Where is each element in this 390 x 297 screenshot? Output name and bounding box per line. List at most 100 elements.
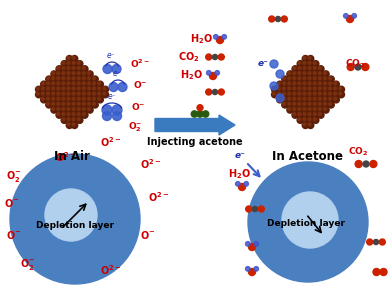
Text: $\mathregular{O^{-}}$: $\mathregular{O^{-}}$ — [133, 80, 147, 91]
Circle shape — [35, 86, 42, 93]
Circle shape — [57, 67, 60, 69]
Circle shape — [362, 64, 369, 70]
Circle shape — [67, 77, 70, 80]
Circle shape — [61, 81, 67, 88]
Circle shape — [207, 71, 211, 75]
Circle shape — [82, 113, 85, 116]
Circle shape — [57, 108, 60, 110]
Circle shape — [308, 102, 311, 105]
Circle shape — [72, 92, 75, 95]
Circle shape — [324, 92, 326, 95]
Circle shape — [271, 91, 278, 98]
Circle shape — [46, 97, 52, 103]
Circle shape — [373, 268, 380, 276]
Circle shape — [51, 91, 57, 98]
Circle shape — [282, 91, 288, 98]
Circle shape — [313, 82, 316, 85]
Circle shape — [329, 102, 332, 105]
Circle shape — [293, 113, 296, 116]
Circle shape — [77, 102, 80, 105]
Circle shape — [298, 82, 301, 85]
Circle shape — [317, 66, 324, 72]
Circle shape — [328, 91, 334, 98]
Circle shape — [98, 97, 101, 100]
Circle shape — [66, 122, 73, 129]
Circle shape — [292, 81, 298, 88]
Circle shape — [312, 112, 319, 118]
Circle shape — [307, 76, 314, 82]
Circle shape — [76, 102, 83, 108]
Circle shape — [82, 107, 88, 113]
Circle shape — [287, 107, 293, 113]
Circle shape — [308, 67, 311, 69]
Circle shape — [98, 82, 101, 85]
Circle shape — [307, 71, 314, 77]
Circle shape — [283, 87, 285, 90]
Circle shape — [66, 86, 73, 93]
Circle shape — [288, 102, 291, 105]
Circle shape — [302, 122, 308, 129]
Circle shape — [333, 81, 339, 88]
Circle shape — [57, 72, 60, 75]
Circle shape — [72, 102, 75, 105]
Circle shape — [87, 97, 90, 100]
Circle shape — [72, 118, 75, 121]
Circle shape — [61, 102, 67, 108]
Circle shape — [82, 76, 88, 82]
Circle shape — [298, 92, 301, 95]
Circle shape — [302, 91, 308, 98]
Circle shape — [317, 91, 324, 98]
Circle shape — [318, 97, 321, 100]
Circle shape — [103, 92, 106, 95]
Circle shape — [288, 87, 291, 90]
Circle shape — [317, 102, 324, 108]
Circle shape — [62, 67, 65, 69]
Circle shape — [292, 66, 298, 72]
Circle shape — [307, 102, 314, 108]
Circle shape — [222, 34, 227, 39]
Text: $\mathregular{H_2O}$: $\mathregular{H_2O}$ — [228, 167, 251, 181]
Circle shape — [102, 91, 108, 98]
Circle shape — [82, 102, 88, 108]
Circle shape — [318, 67, 321, 69]
Circle shape — [288, 92, 291, 95]
Circle shape — [324, 82, 326, 85]
Circle shape — [97, 91, 103, 98]
Circle shape — [93, 87, 96, 90]
Circle shape — [303, 82, 306, 85]
Circle shape — [313, 102, 316, 105]
Circle shape — [62, 92, 65, 95]
Circle shape — [246, 206, 252, 212]
Circle shape — [72, 97, 75, 100]
Circle shape — [307, 56, 314, 62]
Circle shape — [82, 87, 85, 90]
Text: e⁻: e⁻ — [107, 51, 116, 60]
Circle shape — [328, 86, 334, 93]
Circle shape — [297, 66, 303, 72]
Circle shape — [61, 112, 67, 118]
Circle shape — [67, 113, 70, 116]
Circle shape — [277, 82, 280, 85]
Circle shape — [72, 56, 75, 59]
Circle shape — [308, 87, 311, 90]
Circle shape — [92, 91, 98, 98]
Circle shape — [62, 108, 65, 110]
Circle shape — [46, 92, 50, 95]
Circle shape — [312, 117, 319, 123]
Circle shape — [46, 77, 50, 80]
Circle shape — [307, 112, 314, 118]
Circle shape — [67, 72, 70, 75]
Circle shape — [62, 72, 65, 75]
Circle shape — [303, 56, 306, 59]
Circle shape — [272, 92, 275, 95]
Circle shape — [292, 97, 298, 103]
Circle shape — [317, 86, 324, 93]
Circle shape — [303, 87, 306, 90]
Circle shape — [303, 102, 306, 105]
Circle shape — [77, 87, 80, 90]
Circle shape — [282, 76, 288, 82]
Circle shape — [97, 86, 103, 93]
Circle shape — [56, 71, 62, 77]
Circle shape — [270, 60, 278, 68]
Circle shape — [51, 86, 57, 93]
